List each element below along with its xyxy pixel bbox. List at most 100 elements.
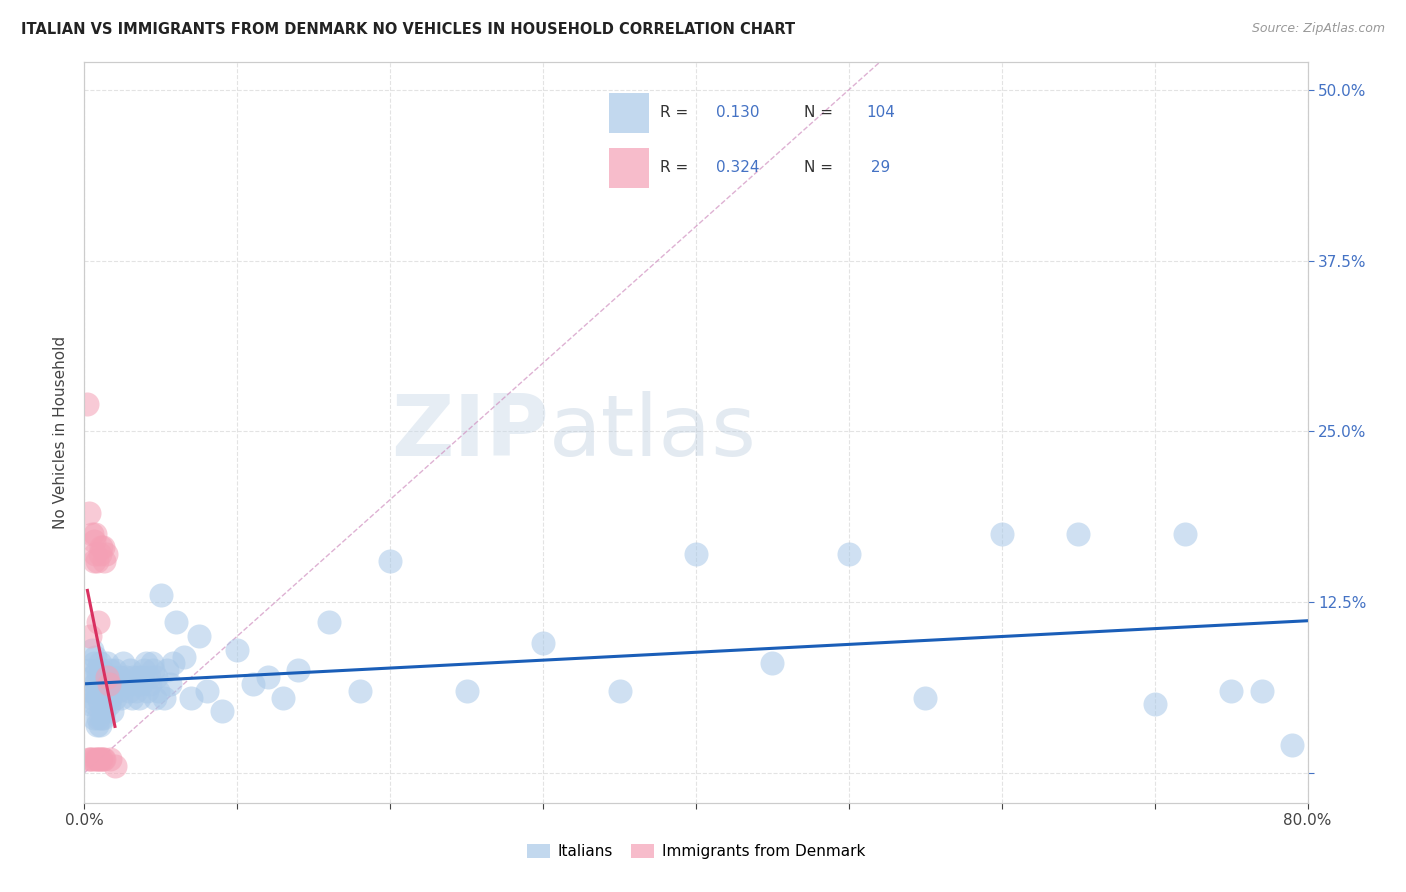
Point — [84, 649, 107, 664]
Text: atlas: atlas — [550, 391, 758, 475]
Point — [188, 629, 211, 643]
Text: ZIP: ZIP — [391, 391, 550, 475]
Point — [131, 670, 153, 684]
Point — [80, 526, 103, 541]
Point — [96, 670, 118, 684]
Point — [86, 683, 108, 698]
Point — [195, 683, 218, 698]
Point — [173, 649, 195, 664]
Point — [79, 752, 101, 766]
Point — [380, 554, 402, 568]
Point — [1143, 698, 1166, 712]
Point — [101, 677, 124, 691]
Point — [80, 690, 103, 705]
Point — [90, 683, 112, 698]
Point — [77, 663, 100, 677]
Point — [90, 711, 112, 725]
Point — [91, 541, 114, 555]
Point — [97, 670, 120, 684]
Point — [122, 670, 145, 684]
Point — [1220, 683, 1243, 698]
Point — [127, 670, 149, 684]
Point — [98, 752, 121, 766]
Point — [146, 683, 169, 698]
Point — [86, 554, 108, 568]
Point — [156, 663, 179, 677]
Point — [1281, 739, 1303, 753]
Point — [1067, 526, 1090, 541]
Point — [76, 397, 98, 411]
Point — [139, 677, 162, 691]
Point — [89, 547, 111, 561]
Point — [79, 683, 101, 698]
Point — [349, 683, 371, 698]
Point — [149, 588, 172, 602]
Point — [111, 657, 134, 671]
Point — [531, 636, 554, 650]
Point — [104, 690, 127, 705]
Point — [120, 663, 142, 677]
Point — [91, 670, 114, 684]
Point — [91, 752, 114, 766]
Point — [80, 642, 103, 657]
Point — [456, 683, 478, 698]
Point — [142, 663, 165, 677]
Point — [90, 541, 112, 555]
Point — [87, 690, 110, 705]
Point — [96, 657, 118, 671]
Point — [226, 642, 249, 657]
Point — [83, 657, 105, 671]
Point — [89, 657, 111, 671]
Point — [165, 615, 187, 630]
Point — [609, 683, 631, 698]
Point — [93, 677, 115, 691]
Point — [90, 663, 112, 677]
Point — [162, 657, 184, 671]
Point — [87, 711, 110, 725]
Point — [101, 704, 124, 718]
Point — [87, 752, 110, 766]
Point — [108, 670, 131, 684]
Point — [1250, 683, 1272, 698]
Point — [94, 547, 117, 561]
Point — [98, 690, 121, 705]
Point — [93, 752, 115, 766]
Point — [86, 663, 108, 677]
Point — [159, 677, 181, 691]
Point — [121, 690, 143, 705]
Point — [86, 718, 108, 732]
Point — [87, 670, 110, 684]
Point — [91, 711, 114, 725]
Point — [132, 663, 155, 677]
Point — [991, 526, 1014, 541]
Point — [83, 683, 105, 698]
Point — [105, 677, 128, 691]
Point — [153, 690, 176, 705]
Point — [93, 704, 115, 718]
Point — [114, 670, 136, 684]
Point — [124, 677, 146, 691]
Point — [84, 698, 107, 712]
Point — [761, 657, 783, 671]
Point — [914, 690, 936, 705]
Point — [97, 698, 120, 712]
Point — [84, 526, 107, 541]
Point — [91, 690, 114, 705]
Point — [89, 752, 111, 766]
Point — [180, 690, 202, 705]
Legend: Italians, Immigrants from Denmark: Italians, Immigrants from Denmark — [520, 838, 872, 865]
Point — [128, 690, 150, 705]
Point — [257, 670, 280, 684]
Point — [271, 690, 294, 705]
Point — [112, 677, 135, 691]
Point — [97, 677, 120, 691]
Point — [89, 718, 111, 732]
Point — [103, 670, 125, 684]
Point — [110, 690, 132, 705]
Point — [211, 704, 233, 718]
Point — [96, 683, 118, 698]
Point — [86, 752, 108, 766]
Point — [141, 657, 163, 671]
Point — [138, 670, 160, 684]
Point — [125, 683, 148, 698]
